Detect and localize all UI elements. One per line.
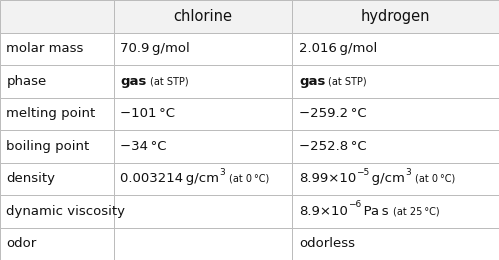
Text: boiling point: boiling point [6,140,90,153]
Bar [114,0,292,32]
Text: odor: odor [6,237,37,250]
Bar [292,0,499,32]
Bar [0,0,114,32]
Text: −252.8 °C: −252.8 °C [299,140,367,153]
Bar [292,195,499,228]
Text: hydrogen: hydrogen [361,9,431,24]
Text: −259.2 °C: −259.2 °C [299,107,367,120]
Bar [0,98,114,130]
Bar [0,32,114,65]
Bar [0,65,114,98]
Bar [292,98,499,130]
Text: −6: −6 [348,200,361,209]
Text: (at STP): (at STP) [328,76,367,86]
Bar [0,228,114,260]
Bar [114,195,292,228]
Text: density: density [6,172,55,185]
Bar [0,162,114,195]
Text: gas: gas [120,75,147,88]
Text: −101 °C: −101 °C [120,107,175,120]
Text: −34 °C: −34 °C [120,140,167,153]
Bar [292,228,499,260]
Bar [0,130,114,162]
Text: 8.99×10: 8.99×10 [299,172,356,185]
Text: dynamic viscosity: dynamic viscosity [6,205,125,218]
Text: 2.016 g/mol: 2.016 g/mol [299,42,377,55]
Bar [292,130,499,162]
Text: 8.9×10: 8.9×10 [299,205,348,218]
Text: −5: −5 [356,168,369,177]
Text: 3: 3 [405,168,411,177]
Bar [292,162,499,195]
Text: molar mass: molar mass [6,42,84,55]
Bar [114,130,292,162]
Bar [114,98,292,130]
Text: 70.9 g/mol: 70.9 g/mol [120,42,190,55]
Text: gas: gas [299,75,325,88]
Text: melting point: melting point [6,107,96,120]
Text: (at 0 °C): (at 0 °C) [411,174,455,184]
Bar [114,162,292,195]
Text: chlorine: chlorine [174,9,233,24]
Bar [114,32,292,65]
Bar [0,195,114,228]
Text: Pa s: Pa s [361,205,389,218]
Text: phase: phase [6,75,47,88]
Text: 0.003214 g/cm: 0.003214 g/cm [120,172,219,185]
Bar [292,65,499,98]
Text: 3: 3 [219,168,225,177]
Text: (at 25 °C): (at 25 °C) [389,206,439,216]
Bar [292,32,499,65]
Text: odorless: odorless [299,237,355,250]
Text: (at STP): (at STP) [150,76,188,86]
Bar [114,228,292,260]
Text: g/cm: g/cm [369,172,405,185]
Text: (at 0 °C): (at 0 °C) [225,174,269,184]
Bar [114,65,292,98]
